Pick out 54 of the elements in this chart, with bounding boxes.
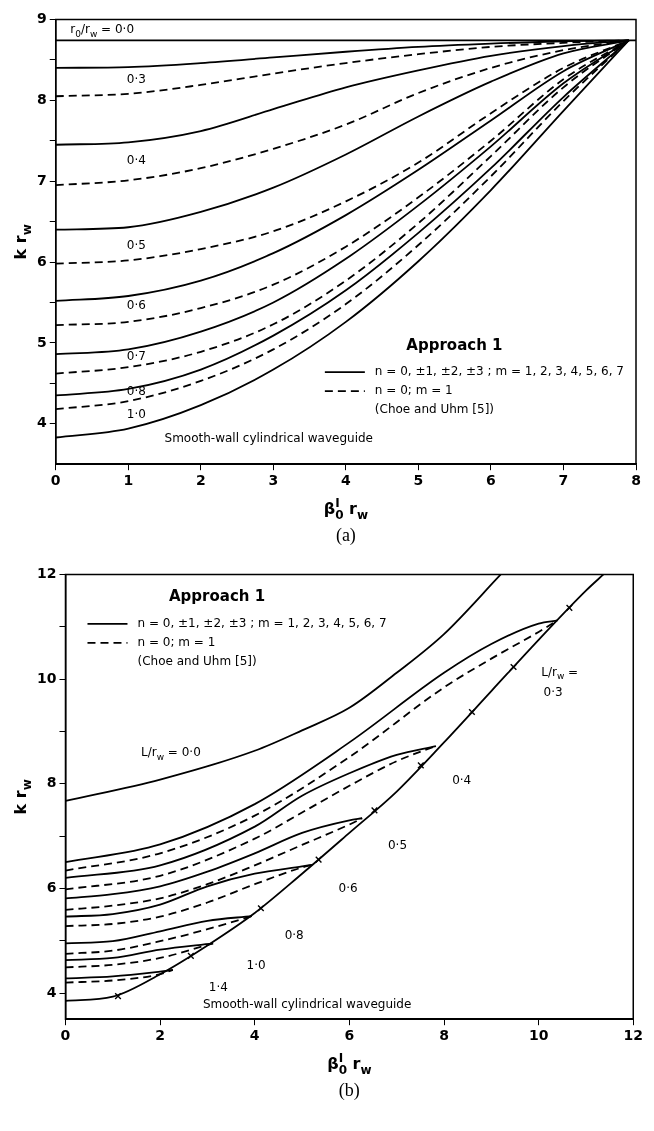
y-tick-label: 6 [36,252,47,269]
x-tick-label: 10 [528,1027,549,1044]
y-tick-label: 10 [37,669,57,686]
x-tick-label: 4 [249,1027,260,1044]
x-tick-label: 12 [623,1027,643,1044]
x-tick-label: 2 [195,472,206,489]
y-axis-title: k rw [11,224,34,260]
x-tick-label: 0 [60,1027,71,1044]
annotation: 0·6 [126,298,146,313]
x-tick-label: 6 [486,472,496,489]
annotation: (Choe and Uhm [5]) [137,654,257,669]
x-tick-label: 4 [341,472,351,489]
x-tick-label: 8 [631,472,641,489]
y-tick-label: 7 [36,171,47,188]
annotation: 1·4 [208,979,228,994]
text: (a) [335,524,356,546]
annotation: 0·3 [543,685,563,700]
annotation: 0·3 [126,72,146,87]
y-tick-label: 4 [36,414,47,431]
x-tick-label: 1 [123,472,134,489]
annotation: 0·8 [284,927,304,942]
annotation: 0·4 [452,772,472,787]
y-axis-title: k rw [11,779,34,815]
y-tick-label: 9 [36,10,47,27]
x-tick-label: 0 [50,472,61,489]
annotation: Smooth-wall cylindrical waveguide [202,997,412,1012]
annotation: 1·0 [126,406,146,421]
legend-label: n = 0; m = 1 [374,383,453,398]
x-tick-label: 2 [155,1027,165,1044]
legend-label: n = 0, ±1, ±2, ±3 ; m = 1, 2, 3, 4, 5, 6, 7 [137,616,387,631]
x-tick-label: 8 [439,1027,449,1044]
annotation: Smooth-wall cylindrical waveguide [164,430,373,445]
annotation: 0·5 [126,237,146,252]
annotation: 1·0 [246,957,266,972]
legend-title: Approach 1 [168,587,266,606]
y-tick-label: 6 [46,879,57,896]
legend-label: n = 0, ±1, ±2, ±3 ; m = 1, 2, 3, 4, 5, 6, 7 [374,364,624,379]
annotation: (Choe and Uhm [5]) [374,402,495,417]
y-tick-label: 5 [36,333,47,350]
x-tick-label: 3 [268,472,279,489]
x-tick-label: 6 [344,1027,355,1044]
legend-title: Approach 1 [406,335,503,354]
text: (b) [338,1079,360,1101]
annotation: 0·5 [387,838,408,853]
legend-label: n = 0; m = 1 [137,635,216,650]
annotation: 0·4 [126,152,146,167]
x-tick-label: 5 [413,472,424,489]
x-tick-label: 7 [558,472,569,489]
annotation: 0·7 [126,348,146,363]
annotation: 0·6 [338,881,358,896]
y-tick-label: 4 [46,983,57,1000]
y-tick-label: 8 [46,774,57,791]
y-tick-label: 12 [37,565,57,582]
y-tick-label: 8 [36,90,47,107]
